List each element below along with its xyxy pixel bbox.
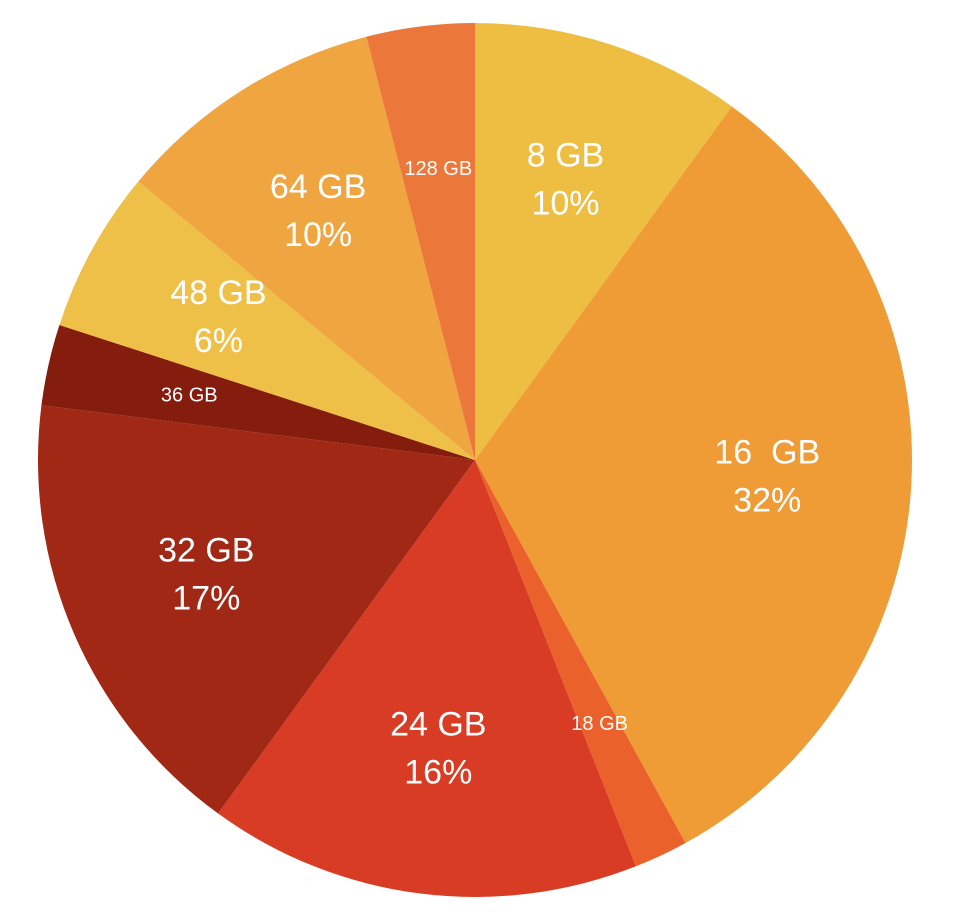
slice-value-label: 10% [284, 216, 352, 254]
slice-label: 32 GB [158, 531, 254, 569]
pie-slice [37, 405, 475, 814]
slice-value-label: 17% [172, 579, 240, 617]
pie-slice [218, 460, 636, 897]
slice-label: 8 GB [527, 137, 604, 175]
pie-slice [59, 181, 475, 460]
slice-label: 18 GB [571, 713, 628, 735]
pie-slice [475, 23, 732, 460]
slice-value-label: 32% [733, 481, 801, 519]
slice-label: 128 GB [404, 158, 472, 180]
pie-slice [366, 23, 475, 460]
slice-label: 36 GB [161, 384, 218, 406]
slice-value-label: 6% [194, 322, 243, 360]
slice-label: 16 GB [714, 433, 820, 471]
pie-slice [41, 324, 476, 460]
slice-label: 64 GB [270, 168, 366, 206]
pie-slice [138, 36, 475, 461]
slice-label: 48 GB [170, 274, 266, 312]
pie-slice [475, 460, 686, 867]
slice-value-label: 10% [531, 185, 599, 223]
pie-slice [475, 106, 913, 843]
slice-label: 24 GB [390, 705, 486, 743]
slice-value-label: 16% [404, 753, 472, 791]
